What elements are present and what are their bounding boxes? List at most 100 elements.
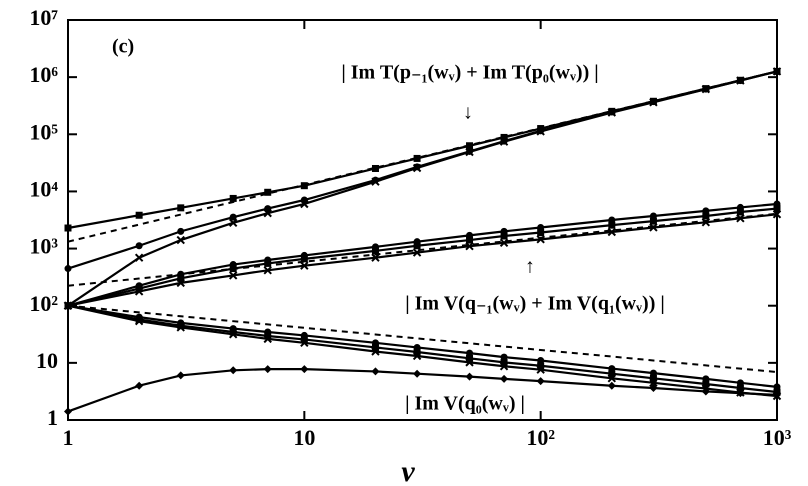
marker bbox=[371, 347, 380, 356]
marker bbox=[649, 378, 658, 388]
marker bbox=[177, 322, 185, 330]
marker bbox=[736, 208, 744, 216]
marker bbox=[537, 362, 545, 370]
marker bbox=[537, 229, 545, 237]
marker bbox=[736, 384, 744, 392]
marker bbox=[536, 365, 545, 374]
marker bbox=[465, 358, 474, 367]
series-line bbox=[67, 213, 778, 307]
marker bbox=[300, 338, 309, 348]
marker bbox=[608, 370, 616, 378]
marker bbox=[499, 137, 509, 146]
marker bbox=[134, 316, 144, 326]
annotation: | Im V(q₋₁(wᵥ) + Im V(q₁(wᵥ)) | bbox=[405, 293, 665, 315]
y-tick-label: 10⁴ bbox=[29, 176, 58, 201]
dashed-line bbox=[67, 70, 778, 243]
marker bbox=[177, 274, 185, 282]
annotation: | Im T(p₋₁(wᵥ) + Im T(p₀(wᵥ)) | bbox=[341, 62, 598, 84]
marker bbox=[736, 389, 745, 398]
plot-frame bbox=[67, 19, 778, 421]
y-tick-label: 10⁵ bbox=[29, 119, 58, 144]
marker bbox=[135, 315, 143, 323]
marker bbox=[371, 247, 379, 255]
marker bbox=[500, 374, 509, 383]
marker bbox=[177, 227, 185, 235]
marker bbox=[229, 213, 237, 221]
marker bbox=[702, 212, 710, 220]
marker bbox=[134, 287, 144, 296]
marker bbox=[500, 358, 508, 366]
marker bbox=[500, 133, 508, 141]
y-tick-label: 10⁶ bbox=[29, 62, 58, 87]
marker bbox=[465, 147, 474, 157]
marker bbox=[371, 164, 379, 172]
marker bbox=[134, 253, 144, 262]
marker bbox=[300, 199, 309, 209]
marker bbox=[465, 372, 474, 381]
marker bbox=[649, 384, 658, 393]
marker bbox=[176, 235, 185, 245]
marker bbox=[176, 323, 185, 332]
marker bbox=[228, 271, 238, 280]
marker bbox=[772, 210, 782, 219]
marker bbox=[371, 177, 380, 186]
x-tick-label: 10³ bbox=[763, 425, 792, 450]
marker bbox=[412, 351, 422, 361]
marker bbox=[135, 211, 143, 219]
y-tick-label: 1 bbox=[47, 405, 58, 430]
marker bbox=[499, 362, 509, 371]
marker bbox=[229, 366, 238, 375]
y-tick-label: 10 bbox=[36, 348, 58, 373]
marker bbox=[608, 221, 616, 229]
marker bbox=[413, 348, 421, 356]
annotation: | Im V(q₀(wᵥ) | bbox=[405, 393, 525, 415]
x-axis-label: ν bbox=[401, 455, 415, 486]
marker bbox=[300, 365, 309, 374]
marker bbox=[264, 188, 272, 196]
series-line bbox=[67, 304, 778, 398]
marker bbox=[228, 218, 238, 228]
marker bbox=[649, 98, 658, 107]
marker bbox=[536, 377, 545, 386]
marker bbox=[371, 253, 380, 262]
marker bbox=[500, 232, 508, 240]
x-tick-label: 10² bbox=[526, 425, 555, 450]
y-tick-label: 10² bbox=[29, 291, 58, 316]
marker bbox=[64, 407, 72, 416]
marker bbox=[135, 242, 143, 250]
x-tick-label: 1 bbox=[63, 425, 74, 450]
marker bbox=[176, 371, 185, 380]
marker bbox=[736, 76, 745, 85]
annotation: (c) bbox=[112, 36, 134, 58]
marker bbox=[263, 208, 272, 218]
marker bbox=[701, 387, 710, 396]
marker bbox=[64, 224, 72, 232]
marker bbox=[701, 84, 711, 94]
marker bbox=[300, 261, 309, 270]
y-tick-label: 10³ bbox=[29, 234, 58, 259]
marker bbox=[263, 334, 272, 344]
annotation: ↑ bbox=[525, 256, 535, 278]
marker bbox=[607, 227, 617, 237]
marker bbox=[607, 381, 616, 390]
marker bbox=[177, 204, 185, 212]
marker bbox=[649, 223, 658, 232]
marker bbox=[264, 259, 272, 267]
series-line bbox=[67, 207, 778, 307]
marker bbox=[64, 265, 72, 273]
marker bbox=[702, 380, 710, 388]
marker bbox=[649, 217, 657, 225]
x-tick-label: 10 bbox=[293, 425, 315, 450]
annotation: ↓ bbox=[463, 102, 473, 124]
marker bbox=[263, 266, 272, 275]
series-line bbox=[67, 304, 778, 394]
marker bbox=[413, 242, 421, 250]
series-line bbox=[67, 202, 778, 307]
marker bbox=[264, 332, 272, 340]
marker bbox=[263, 365, 272, 374]
marker bbox=[466, 236, 474, 244]
marker bbox=[135, 381, 144, 390]
y-tick-label: 10⁷ bbox=[29, 5, 58, 30]
marker bbox=[135, 285, 143, 293]
